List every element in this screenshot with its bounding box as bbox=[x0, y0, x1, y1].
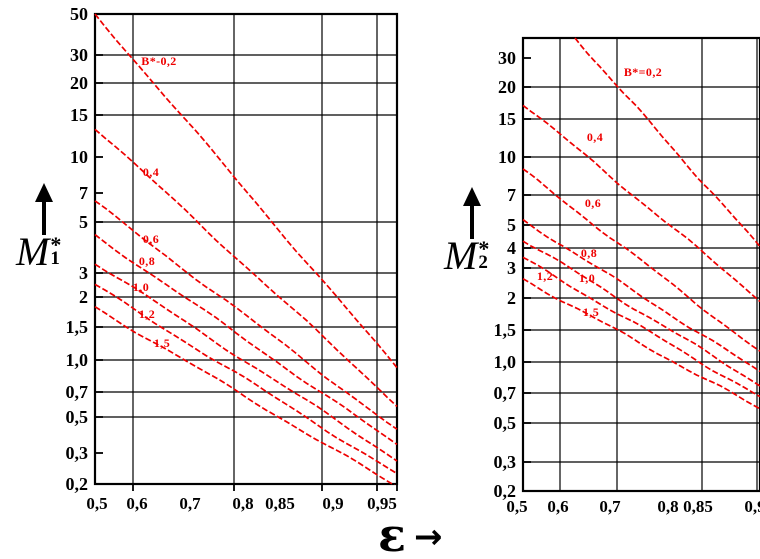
y-tick-label: 5 bbox=[507, 215, 516, 235]
curve-label-b12: 1,2 bbox=[139, 307, 155, 321]
curve-label-b08: 0,8 bbox=[581, 246, 597, 260]
curve-label-b06: 0,6 bbox=[585, 196, 601, 210]
y-tick-label: 30 bbox=[70, 45, 88, 65]
x-axis-title-epsilon: ε → bbox=[378, 512, 442, 558]
curve-label-b10: 1,0 bbox=[133, 280, 149, 294]
y-tick-label: 1,5 bbox=[494, 320, 517, 340]
x-tick-label: 0,7 bbox=[179, 494, 201, 513]
curve-label-b02: B*=0,2 bbox=[624, 65, 662, 79]
curve-label-b08: 0,8 bbox=[139, 254, 155, 268]
m1-superscript: * bbox=[50, 232, 62, 257]
y-tick-label: 5 bbox=[79, 212, 88, 232]
y-tick-label: 15 bbox=[498, 109, 516, 129]
y-tick-label: 0,2 bbox=[66, 474, 89, 494]
curve-label-b15: 1,5 bbox=[583, 305, 599, 319]
curve-b12 bbox=[94, 283, 398, 475]
x-tick-label: 0,85 bbox=[683, 497, 713, 516]
y-tick-label: 30 bbox=[498, 48, 516, 68]
y-tick-label: 50 bbox=[70, 4, 88, 24]
y-tick-label: 20 bbox=[498, 77, 516, 97]
curve-b02 bbox=[574, 37, 760, 248]
x-tick-label: 0,85 bbox=[265, 494, 295, 513]
curve-b10 bbox=[522, 240, 760, 387]
y-tick-label: 0,3 bbox=[66, 443, 89, 463]
m2-subscript: 2 bbox=[478, 252, 488, 273]
y-tick-label: 10 bbox=[498, 147, 516, 167]
curve-b08 bbox=[94, 233, 398, 446]
y-tick-label: 0,7 bbox=[494, 383, 517, 403]
m2-superscript: * bbox=[478, 236, 490, 261]
curve-b10 bbox=[94, 263, 398, 462]
y-tick-label: 7 bbox=[79, 183, 88, 203]
x-tick-label: 0,95 bbox=[367, 494, 397, 513]
curve-b02 bbox=[94, 13, 398, 369]
curve-b06 bbox=[94, 200, 398, 430]
m1-subscript: 1 bbox=[50, 248, 60, 269]
curve-label-b04: 0,4 bbox=[587, 130, 603, 144]
curve-b12 bbox=[522, 256, 760, 398]
curve-label-b04: 0,4 bbox=[143, 165, 159, 179]
m1-label: M * 1 bbox=[16, 232, 61, 272]
x-tick-label: 0,9 bbox=[322, 494, 343, 513]
y-tick-label: 20 bbox=[70, 73, 88, 93]
y-tick-label: 2 bbox=[507, 288, 516, 308]
x-tick-label: 0,6 bbox=[126, 494, 147, 513]
y-tick-label: 1,0 bbox=[66, 350, 89, 370]
curve-b08 bbox=[522, 218, 760, 373]
curve-b04 bbox=[94, 128, 398, 408]
y-tick-label: 4 bbox=[507, 238, 516, 258]
x-tick-label: 0,7 bbox=[599, 497, 621, 516]
y-tick-label: 1,5 bbox=[66, 317, 89, 337]
curve-b04 bbox=[522, 104, 760, 303]
y-tick-label: 10 bbox=[70, 147, 88, 167]
m2-label: M * 2 bbox=[444, 236, 489, 276]
x-tick-label: 0,8 bbox=[657, 497, 678, 516]
curve-label-b10: 1,0 bbox=[579, 271, 595, 285]
x-tick-label: 0,6 bbox=[547, 497, 568, 516]
y-tick-label: 0,2 bbox=[494, 481, 517, 501]
plot-border bbox=[521, 36, 760, 493]
x-tick-label: 0,9 bbox=[744, 497, 760, 516]
curve-b15 bbox=[94, 305, 396, 485]
y-axis-title-m1: M * 1 bbox=[16, 182, 61, 272]
y-tick-label: 1,0 bbox=[494, 352, 517, 372]
curve-b06 bbox=[522, 168, 760, 352]
x-tick-label: 0,5 bbox=[506, 497, 527, 516]
epsilon-symbol: ε bbox=[378, 508, 406, 559]
up-arrow-icon bbox=[30, 182, 61, 238]
m1-letter: M bbox=[16, 229, 50, 274]
y-axis-title-m2: M * 2 bbox=[444, 186, 489, 276]
y-tick-label: 15 bbox=[70, 105, 88, 125]
x-tick-label: 0,8 bbox=[232, 494, 253, 513]
y-tick-label: 0,7 bbox=[66, 382, 89, 402]
curve-label-b06: 0,6 bbox=[143, 232, 159, 246]
curve-b15 bbox=[522, 277, 760, 410]
y-tick-label: 0,5 bbox=[494, 413, 517, 433]
y-tick-label: 3 bbox=[507, 258, 516, 278]
curve-label-b12: 1,2 bbox=[537, 269, 553, 283]
plot-border bbox=[93, 12, 399, 486]
right-arrow-icon: → bbox=[413, 517, 443, 557]
curve-label-b02: B*-0,2 bbox=[141, 54, 176, 68]
up-arrow-icon bbox=[458, 186, 489, 242]
curve-label-b15: 1,5 bbox=[154, 336, 170, 350]
y-tick-label: 2 bbox=[79, 287, 88, 307]
y-tick-label: 3 bbox=[79, 263, 88, 283]
m2-letter: M bbox=[444, 233, 478, 278]
y-tick-label: 0,3 bbox=[494, 452, 517, 472]
x-tick-label: 0,5 bbox=[86, 494, 107, 513]
y-tick-label: 7 bbox=[507, 185, 516, 205]
y-tick-label: 0,5 bbox=[66, 407, 89, 427]
